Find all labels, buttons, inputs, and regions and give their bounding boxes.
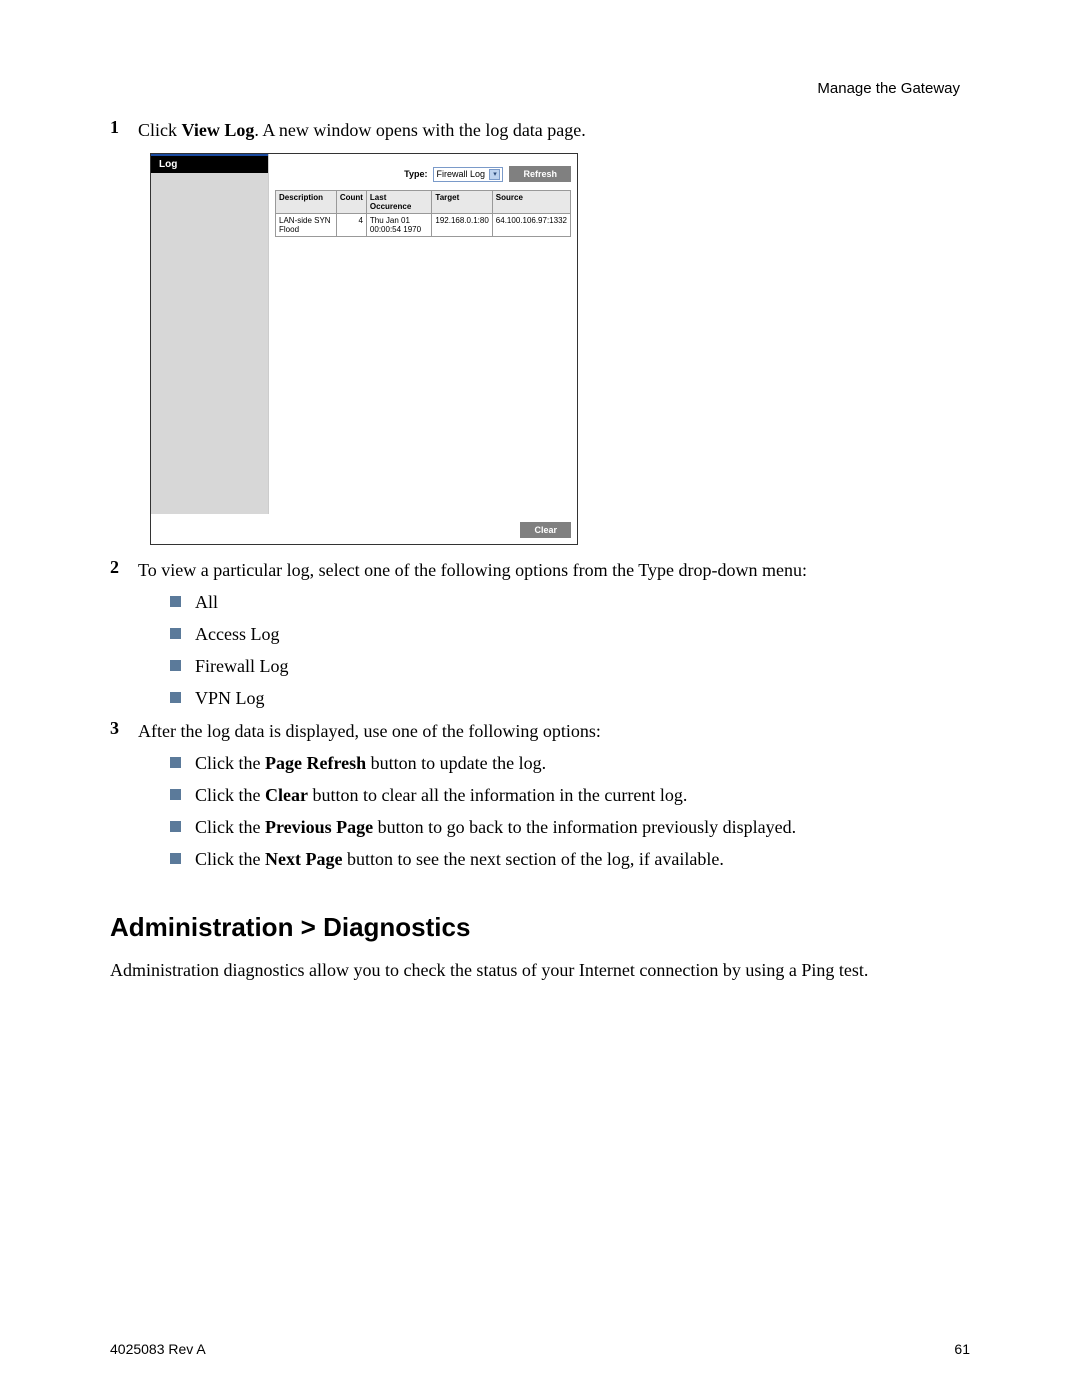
log-window-sidebar: Log: [151, 154, 269, 514]
col-count: Count: [336, 191, 366, 214]
step-1-text: Click View Log. A new window opens with …: [138, 117, 586, 143]
step-2-text: To view a particular log, select one of …: [138, 557, 807, 583]
bullet-text: Click the Previous Page button to go bac…: [195, 814, 796, 840]
page: Manage the Gateway 1 Click View Log. A n…: [0, 0, 1080, 1397]
step-3-text: After the log data is displayed, use one…: [138, 718, 601, 744]
log-table-header-row: Description Count Last Occurence Target …: [276, 191, 571, 214]
type-select[interactable]: Firewall Log ▾: [433, 167, 503, 182]
step-1: 1 Click View Log. A new window opens wit…: [110, 117, 970, 143]
bullet-text: VPN Log: [195, 685, 265, 711]
list-item: Click the Page Refresh button to update …: [170, 750, 970, 776]
list-item: Firewall Log: [170, 653, 970, 679]
chevron-down-icon: ▾: [489, 169, 500, 180]
bullet-icon: [170, 660, 181, 671]
bullet-icon: [170, 596, 181, 607]
bullet-text: Firewall Log: [195, 653, 288, 679]
step-2: 2 To view a particular log, select one o…: [110, 557, 970, 583]
step-1-number: 1: [110, 117, 138, 143]
step-1-post: . A new window opens with the log data p…: [254, 120, 585, 140]
cell-target: 192.168.0.1:80: [432, 214, 492, 237]
section-body: Administration diagnostics allow you to …: [110, 957, 970, 983]
col-last-occurence: Last Occurence: [366, 191, 431, 214]
bullet-text: Click the Next Page button to see the ne…: [195, 846, 724, 872]
step-1-pre: Click: [138, 120, 182, 140]
col-target: Target: [432, 191, 492, 214]
list-item: VPN Log: [170, 685, 970, 711]
type-select-value: Firewall Log: [436, 169, 485, 179]
log-table: Description Count Last Occurence Target …: [275, 190, 571, 237]
step-3-list: Click the Page Refresh button to update …: [170, 750, 970, 872]
bullet-text: All: [195, 589, 218, 615]
section-heading: Administration > Diagnostics: [110, 912, 970, 943]
log-window-screenshot: Log Type: Firewall Log ▾ Refresh Descrip…: [150, 153, 578, 545]
footer-page-number: 61: [954, 1341, 970, 1357]
list-item: Access Log: [170, 621, 970, 647]
list-item: Click the Previous Page button to go bac…: [170, 814, 970, 840]
refresh-button[interactable]: Refresh: [509, 166, 571, 182]
step-1-bold: View Log: [182, 120, 255, 140]
log-window-main: Type: Firewall Log ▾ Refresh Description…: [269, 154, 577, 514]
page-footer: 4025083 Rev A 61: [110, 1341, 970, 1357]
list-item: Click the Clear button to clear all the …: [170, 782, 970, 808]
table-row: LAN-side SYN Flood 4 Thu Jan 01 00:00:54…: [276, 214, 571, 237]
bullet-icon: [170, 757, 181, 768]
cell-source: 64.100.106.97:1332: [492, 214, 570, 237]
bullet-icon: [170, 789, 181, 800]
bullet-text: Access Log: [195, 621, 279, 647]
step-2-list: All Access Log Firewall Log VPN Log: [170, 589, 970, 711]
log-window-titlebar: Log: [151, 154, 268, 173]
col-description: Description: [276, 191, 337, 214]
log-window-body: Log Type: Firewall Log ▾ Refresh Descrip…: [151, 154, 577, 514]
step-3: 3 After the log data is displayed, use o…: [110, 718, 970, 744]
type-label: Type:: [404, 169, 427, 179]
page-header-right: Manage the Gateway: [110, 80, 970, 97]
bullet-text: Click the Clear button to clear all the …: [195, 782, 687, 808]
cell-count: 4: [336, 214, 366, 237]
bullet-icon: [170, 853, 181, 864]
bullet-icon: [170, 821, 181, 832]
type-controls-row: Type: Firewall Log ▾ Refresh: [275, 166, 571, 182]
cell-last-occurence: Thu Jan 01 00:00:54 1970: [366, 214, 431, 237]
list-item: Click the Next Page button to see the ne…: [170, 846, 970, 872]
bullet-icon: [170, 692, 181, 703]
col-source: Source: [492, 191, 570, 214]
clear-button[interactable]: Clear: [520, 522, 571, 538]
bullet-text: Click the Page Refresh button to update …: [195, 750, 546, 776]
list-item: All: [170, 589, 970, 615]
clear-row: Clear: [151, 514, 577, 544]
bullet-icon: [170, 628, 181, 639]
footer-left: 4025083 Rev A: [110, 1341, 206, 1357]
step-3-number: 3: [110, 718, 138, 744]
cell-description: LAN-side SYN Flood: [276, 214, 337, 237]
step-2-number: 2: [110, 557, 138, 583]
